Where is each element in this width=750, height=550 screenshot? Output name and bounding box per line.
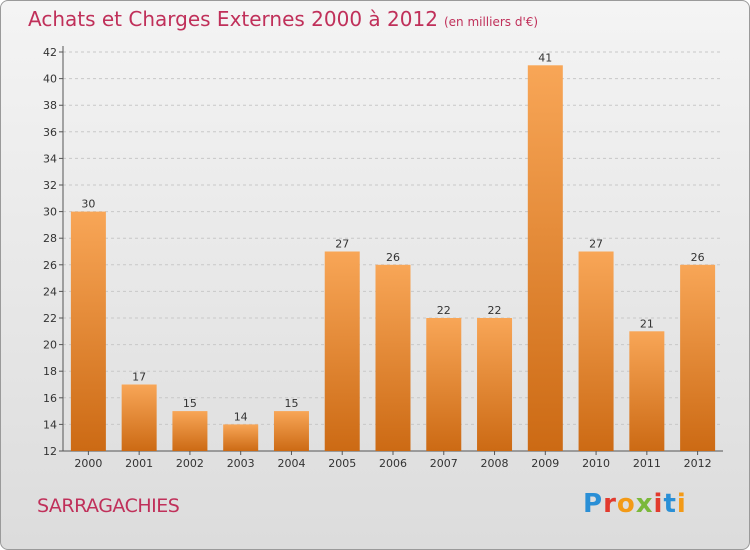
bar: [680, 264, 716, 451]
data-label: 30: [81, 198, 95, 211]
x-tick-label: 2005: [328, 457, 356, 470]
bar: [273, 411, 309, 451]
y-tick-label: 36: [43, 126, 57, 139]
bar: [70, 211, 106, 451]
bar: [172, 411, 208, 451]
bar: [578, 251, 614, 451]
chart-title-text: Achats et Charges Externes 2000 à 2012: [28, 7, 438, 31]
logo-letter: x: [635, 489, 654, 519]
data-label: 15: [183, 397, 197, 410]
logo-letter: r: [603, 489, 617, 519]
chart-unit: (en milliers d'€): [443, 15, 539, 29]
y-tick-label: 28: [43, 232, 57, 245]
x-tick-label: 2003: [227, 457, 255, 470]
y-tick-label: 40: [43, 73, 57, 86]
y-tick-label: 16: [43, 392, 57, 405]
data-label: 26: [691, 251, 705, 264]
y-tick-label: 22: [43, 312, 57, 325]
x-tick-label: 2001: [125, 457, 153, 470]
bar: [324, 251, 360, 451]
y-tick-label: 38: [43, 99, 57, 112]
bar: [527, 65, 563, 452]
x-tick-label: 2007: [430, 457, 458, 470]
y-tick-label: 18: [43, 365, 57, 378]
x-tick-label: 2011: [633, 457, 661, 470]
y-tick-label: 24: [43, 285, 57, 298]
data-label: 27: [335, 238, 349, 251]
y-tick-label: 12: [43, 445, 57, 458]
y-tick-label: 30: [43, 206, 57, 219]
bar: [223, 424, 259, 451]
logo-letter: i: [676, 489, 687, 519]
y-tick-label: 32: [43, 179, 57, 192]
labels: 30 2000 17 2001 15 2002 14 2003 15 2004 27 2005 26 20…: [74, 51, 711, 470]
bar: [477, 318, 513, 451]
x-tick-label: 2010: [582, 457, 610, 470]
x-tick-label: 2012: [684, 457, 712, 470]
bar: [629, 331, 665, 451]
logo-letter: o: [616, 489, 636, 519]
commune-name: SARRAGACHIES: [37, 495, 180, 517]
data-label: 41: [538, 51, 552, 64]
data-label: 27: [589, 238, 603, 251]
bars: [70, 65, 716, 452]
logo-letter: i: [653, 489, 664, 519]
data-label: 15: [284, 397, 298, 410]
x-tick-label: 2008: [481, 457, 509, 470]
data-label: 17: [132, 371, 146, 384]
y-tick-label: 42: [43, 46, 57, 59]
data-label: 26: [386, 251, 400, 264]
proxiti-logo[interactable]: Proxiti: [583, 489, 687, 519]
x-tick-label: 2002: [176, 457, 204, 470]
y-tick-label: 14: [43, 418, 57, 431]
logo-letter: P: [583, 489, 604, 519]
y-tick-label: 26: [43, 259, 57, 272]
x-tick-label: 2006: [379, 457, 407, 470]
bar: [121, 384, 157, 451]
data-label: 21: [640, 317, 654, 330]
x-tick-label: 2009: [531, 457, 559, 470]
data-label: 22: [437, 304, 451, 317]
y-tick-label: 34: [43, 152, 57, 165]
data-label: 14: [234, 410, 248, 423]
x-tick-label: 2004: [277, 457, 305, 470]
data-label: 22: [488, 304, 502, 317]
bar: [426, 318, 462, 451]
bar: [375, 264, 411, 451]
y-tick-label: 20: [43, 339, 57, 352]
chart-title: Achats et Charges Externes 2000 à 2012 (e…: [28, 7, 538, 31]
x-tick-label: 2000: [74, 457, 102, 470]
logo-letter: t: [663, 489, 677, 519]
